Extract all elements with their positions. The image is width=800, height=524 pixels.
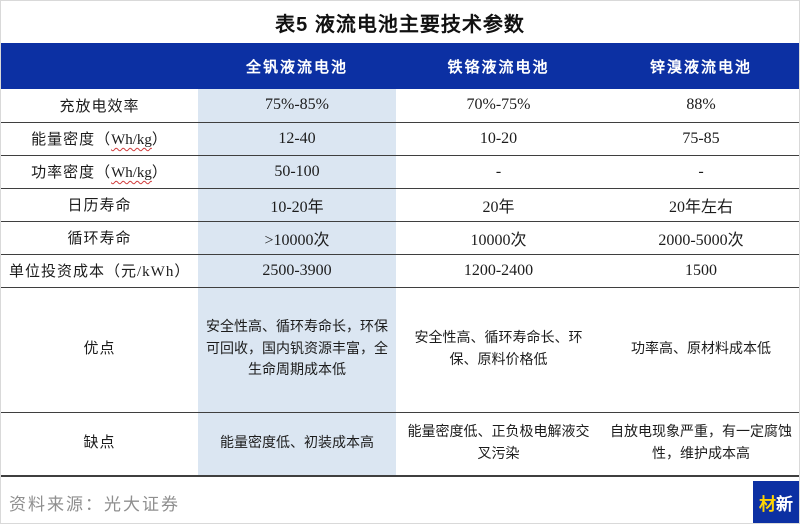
header-cell-iron-chromium: 铁铬液流电池: [396, 43, 601, 89]
cell-value: 70%-75%: [396, 89, 601, 123]
cell-value: -: [601, 155, 799, 189]
table-row: 循环寿命 >10000次 10000次 2000-5000次: [1, 221, 799, 255]
table-row: 单位投资成本（元/kWh） 2500-3900 1200-2400 1500: [1, 254, 799, 288]
logo-char-2: 新: [776, 494, 793, 514]
cell-value: 1500: [601, 254, 799, 288]
cell-value: >10000次: [198, 221, 396, 255]
table-row: 功率密度（Wh/kg） 50-100 - -: [1, 155, 799, 189]
cell-value: 1200-2400: [396, 254, 601, 288]
cell-value: 88%: [601, 89, 799, 123]
row-label: 能量密度（Wh/kg）: [1, 122, 198, 156]
row-label: 日历寿命: [1, 188, 198, 222]
header-cell-empty: [1, 43, 198, 89]
row-label: 循环寿命: [1, 221, 198, 255]
cell-value: 50-100: [198, 155, 396, 189]
cell-value: 10-20: [396, 122, 601, 156]
cell-value: 12-40: [198, 122, 396, 156]
cell-value: -: [396, 155, 601, 189]
row-label: 单位投资成本（元/kWh）: [1, 254, 198, 288]
table-row: 充放电效率 75%-85% 70%-75% 88%: [1, 89, 799, 123]
caixin-logo: 材新: [753, 481, 799, 523]
cell-value: 能量密度低、初装成本高: [198, 412, 396, 477]
cell-value: 功率高、原材料成本低: [601, 287, 799, 413]
row-label: 功率密度（Wh/kg）: [1, 155, 198, 189]
source-footer: 资料来源：光大证券: [1, 477, 799, 523]
header-cell-vanadium: 全钒液流电池: [198, 43, 396, 89]
cell-value: 自放电现象严重，有一定腐蚀性，维护成本高: [601, 412, 799, 477]
logo-char-1: 材: [759, 494, 776, 514]
table-title: 表5 液流电池主要技术参数: [275, 13, 525, 36]
cell-value: 2000-5000次: [601, 221, 799, 255]
header-cell-zinc-bromine: 锌溴液流电池: [601, 43, 799, 89]
cell-value: 75%-85%: [198, 89, 396, 123]
row-label: 优点: [1, 287, 198, 413]
table-row-disadvantages: 缺点 能量密度低、初装成本高 能量密度低、正负极电解液交叉污染 自放电现象严重，…: [1, 412, 799, 477]
cell-value: 2500-3900: [198, 254, 396, 288]
row-label: 充放电效率: [1, 89, 198, 123]
table-row: 能量密度（Wh/kg） 12-40 10-20 75-85: [1, 122, 799, 156]
cell-value: 能量密度低、正负极电解液交叉污染: [396, 412, 601, 477]
cell-value: 安全性高、循环寿命长，环保可回收，国内钒资源丰富，全生命周期成本低: [198, 287, 396, 413]
cell-value: 安全性高、循环寿命长、环保、原料价格低: [396, 287, 601, 413]
table-header-row: 全钒液流电池 铁铬液流电池 锌溴液流电池: [1, 43, 799, 89]
row-label: 缺点: [1, 412, 198, 477]
cell-value: 20年: [396, 188, 601, 222]
cell-value: 10000次: [396, 221, 601, 255]
table-title-bar: 表5 液流电池主要技术参数: [1, 1, 799, 43]
cell-value: 20年左右: [601, 188, 799, 222]
table-row: 日历寿命 10-20年 20年 20年左右: [1, 188, 799, 222]
cell-value: 75-85: [601, 122, 799, 156]
source-text: 资料来源：光大证券: [9, 494, 180, 514]
cell-value: 10-20年: [198, 188, 396, 222]
flow-battery-params-table: 全钒液流电池 铁铬液流电池 锌溴液流电池 充放电效率 75%-85% 70%-7…: [1, 43, 799, 477]
table-row-advantages: 优点 安全性高、循环寿命长，环保可回收，国内钒资源丰富，全生命周期成本低 安全性…: [1, 287, 799, 413]
